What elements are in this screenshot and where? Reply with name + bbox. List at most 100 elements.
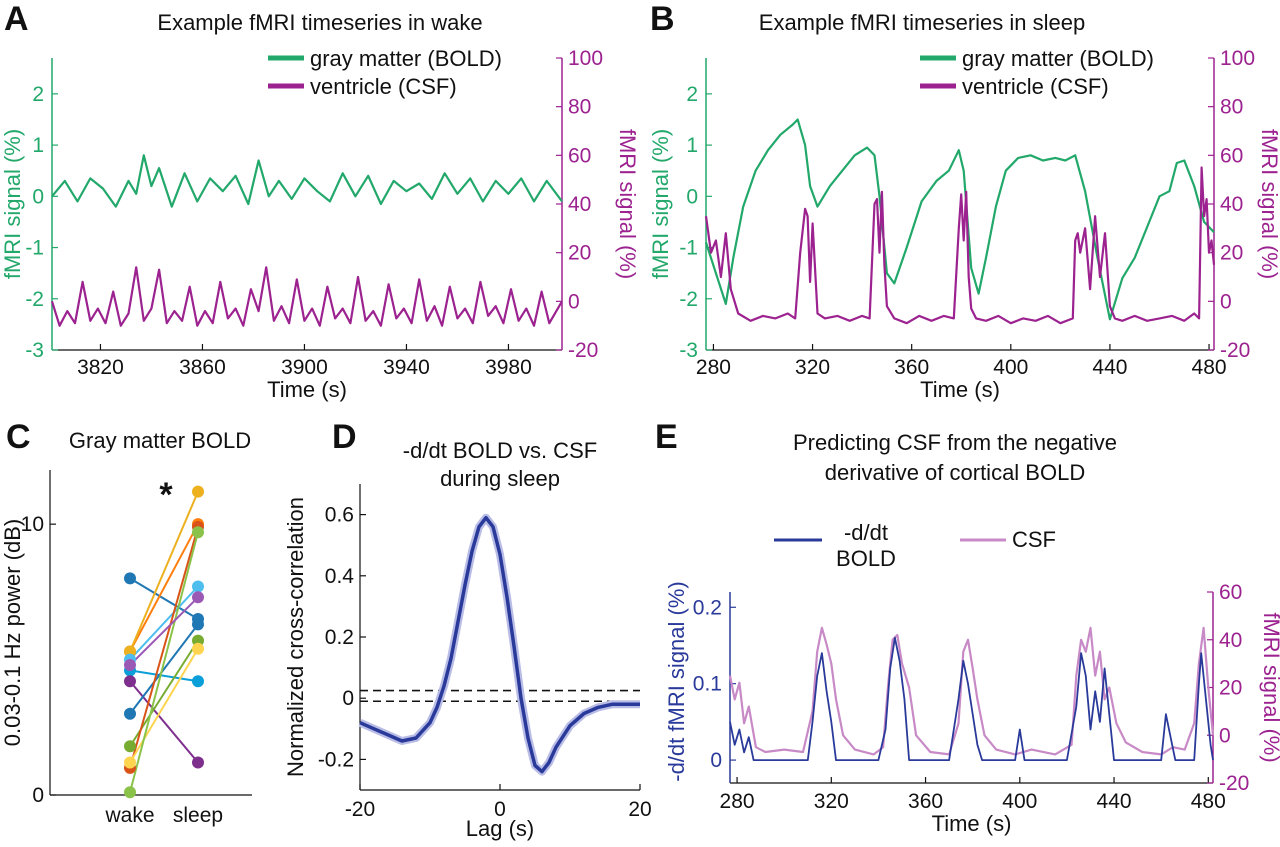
- panel-title-A: Example fMRI timeseries in wake: [157, 10, 482, 35]
- left-y-axis-label-A: fMRI signal (%): [0, 129, 25, 279]
- legend-label-csf: ventricle (CSF): [962, 74, 1109, 99]
- panel-title-line-D: -d/dt BOLD vs. CSF: [403, 438, 597, 463]
- right-y-axis-label-B: fMRI signal (%): [1257, 129, 1280, 279]
- left-y-tick-label: -1: [25, 237, 44, 260]
- series-line-csf-B: [704, 166, 1216, 325]
- right-y-tick-label: 40: [1219, 629, 1242, 652]
- right-y-tick-label: 60: [568, 144, 591, 167]
- x-tick-label: 400: [993, 356, 1028, 379]
- y-tick-label: 0.4: [325, 565, 355, 588]
- x-tick-label: -20: [345, 798, 375, 821]
- left-y-tick-label: 0.1: [693, 673, 722, 696]
- wake-point: [124, 786, 136, 799]
- panel-title-C: Gray matter BOLD: [69, 428, 251, 453]
- x-tick-label: 3980: [485, 356, 532, 379]
- x-axis-label-E: Time (s): [932, 811, 1012, 836]
- right-y-tick-label: 20: [1220, 242, 1243, 265]
- x-tick-label: 360: [894, 356, 929, 379]
- sleep-point: [192, 642, 204, 655]
- right-y-tick-label: -20: [1219, 772, 1249, 795]
- legend-label-csf: ventricle (CSF): [310, 74, 457, 99]
- pair-line: [129, 577, 199, 620]
- right-y-tick-label: -20: [568, 339, 598, 362]
- panel-label-E: E: [655, 418, 678, 456]
- y-axis-label-D: Normalized cross-correlation: [283, 497, 308, 777]
- wake-point: [124, 659, 136, 671]
- x-tick-label: 360: [908, 790, 943, 813]
- series-line-bold-A: [51, 154, 563, 208]
- left-y-tick-label: 0.2: [693, 596, 722, 619]
- panel-title-line-E: derivative of cortical BOLD: [825, 460, 1085, 485]
- pair-line: [129, 491, 199, 652]
- x-tick-label: 400: [1002, 790, 1037, 813]
- wake-point: [124, 675, 136, 688]
- left-y-tick-label: -1: [679, 237, 698, 260]
- left-y-axis-label-B: fMRI signal (%): [648, 129, 673, 279]
- legend-label-dbold: -d/dt: [844, 520, 888, 545]
- x-tick-label: 3820: [77, 356, 124, 379]
- y-tick-label: 0.2: [325, 626, 354, 649]
- right-y-tick-label: 20: [568, 242, 591, 265]
- right-y-tick-label: 60: [1220, 144, 1243, 167]
- x-tick-label: 320: [795, 356, 830, 379]
- legend-label-csf-e: CSF: [1012, 527, 1056, 552]
- sleep-point: [192, 526, 204, 539]
- right-y-tick-label: 20: [1219, 677, 1242, 700]
- right-y-tick-label: 100: [1220, 47, 1255, 70]
- pair-line: [129, 523, 199, 652]
- left-y-tick-label: -2: [25, 288, 44, 311]
- right-y-tick-label: 80: [1220, 96, 1243, 119]
- panel-title-B: Example fMRI timeseries in sleep: [759, 10, 1085, 35]
- x-tick-label: 3860: [179, 356, 226, 379]
- x-tick-label: 480: [1191, 790, 1226, 813]
- panel-label-D: D: [332, 418, 357, 456]
- panel-title-line-D: during sleep: [440, 466, 560, 491]
- legend-label-bold: gray matter (BOLD): [310, 46, 502, 71]
- x-tick-label: 3940: [383, 356, 430, 379]
- panel-label-A: A: [4, 0, 29, 38]
- y-tick-label: 10: [21, 513, 44, 536]
- right-y-tick-label: 0: [1219, 724, 1231, 747]
- sleep-point: [192, 580, 204, 593]
- x-tick-label: 280: [696, 356, 731, 379]
- x-axis-label-A: Time (s): [267, 377, 347, 402]
- pair-line: [129, 669, 199, 683]
- right-y-tick-label: 0: [1220, 290, 1232, 313]
- sleep-point: [192, 756, 204, 769]
- pair-line: [129, 532, 199, 793]
- y-tick-label: -0.2: [318, 748, 354, 771]
- x-tick-label: 480: [1192, 356, 1227, 379]
- x-tick-label: 440: [1097, 790, 1132, 813]
- right-y-axis-label-E: fMRI signal (%): [1259, 612, 1280, 762]
- x-tick-label: 20: [628, 798, 651, 821]
- right-y-axis-label-A: fMRI signal (%): [615, 129, 640, 279]
- panel-label-B: B: [650, 0, 675, 38]
- left-y-tick-label: 2: [32, 83, 44, 106]
- left-y-axis-label-E: -d/dt fMRI signal (%): [664, 581, 689, 782]
- series-line-csf-E: [728, 626, 1215, 756]
- sleep-point: [192, 618, 204, 631]
- x-tick-label: 280: [720, 790, 755, 813]
- right-y-tick-label: 100: [568, 47, 603, 70]
- wake-point: [124, 740, 136, 753]
- series-line-bold-B: [704, 118, 1215, 321]
- pair-line: [129, 680, 199, 764]
- right-y-tick-label: 60: [1219, 581, 1242, 604]
- wake-point: [124, 572, 136, 585]
- left-y-tick-label: -2: [679, 288, 698, 311]
- left-y-tick-label: 1: [32, 134, 44, 157]
- left-y-tick-label: -3: [25, 339, 44, 362]
- legend-label-dbold: BOLD: [836, 546, 896, 571]
- right-y-tick-label: 40: [1220, 193, 1243, 216]
- pair-line: [129, 585, 199, 661]
- wake-point: [124, 707, 136, 720]
- pair-line: [129, 596, 199, 666]
- sleep-point: [192, 591, 204, 604]
- x-tick-label: 3900: [281, 356, 328, 379]
- x-tick-label: 0: [494, 798, 506, 821]
- sleep-point: [192, 485, 204, 498]
- wake-point: [124, 756, 136, 769]
- left-y-tick-label: 0: [686, 185, 698, 208]
- sleep-point: [192, 675, 204, 688]
- y-tick-label: 0.6: [325, 504, 354, 527]
